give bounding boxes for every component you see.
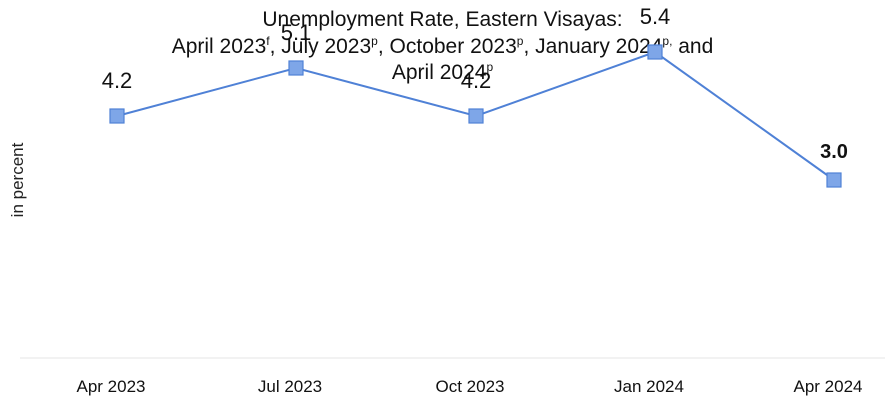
chart-title-part: p [516, 34, 524, 48]
data-label: 4.2 [102, 68, 133, 93]
chart-title-part: f [266, 34, 270, 48]
data-label: 3.0 [820, 141, 848, 163]
chart-title-line-1: Unemployment Rate, Eastern Visayas: [0, 8, 885, 32]
x-tick-label: Oct 2023 [436, 377, 505, 396]
data-label: 5.1 [281, 20, 312, 45]
x-tick-label: Jan 2024 [614, 377, 684, 396]
data-point-marker [109, 108, 125, 124]
data-label: 4.2 [461, 68, 492, 93]
data-point-marker [647, 44, 663, 60]
chart-title-part: , July 2023 [269, 35, 372, 58]
chart-title-part: , October 2023 [377, 35, 517, 58]
chart-title-part: April 2023 [171, 35, 267, 58]
chart-title-part: p, [662, 34, 673, 48]
chart-title-part: April 2024 [391, 61, 487, 84]
x-tick-label: Apr 2024 [794, 377, 863, 396]
chart-title-part: and [672, 35, 714, 58]
x-tick-label: Apr 2023 [77, 377, 146, 396]
data-point-marker [826, 172, 842, 188]
chart-title-part: , January 2024 [523, 35, 663, 58]
chart-title-part: p [371, 34, 378, 48]
data-point-marker [288, 60, 304, 76]
chart-title-line-3: April 2024p [0, 60, 885, 85]
data-point-marker [468, 108, 484, 124]
data-label: 5.4 [640, 4, 671, 29]
chart-title-part: Unemployment Rate, Eastern Visayas: [262, 8, 623, 31]
chart-title-line-2: April 2023f, July 2023p, October 2023p, … [0, 34, 885, 59]
chart-title-part: p [486, 60, 494, 74]
x-tick-label: Jul 2023 [258, 377, 322, 396]
